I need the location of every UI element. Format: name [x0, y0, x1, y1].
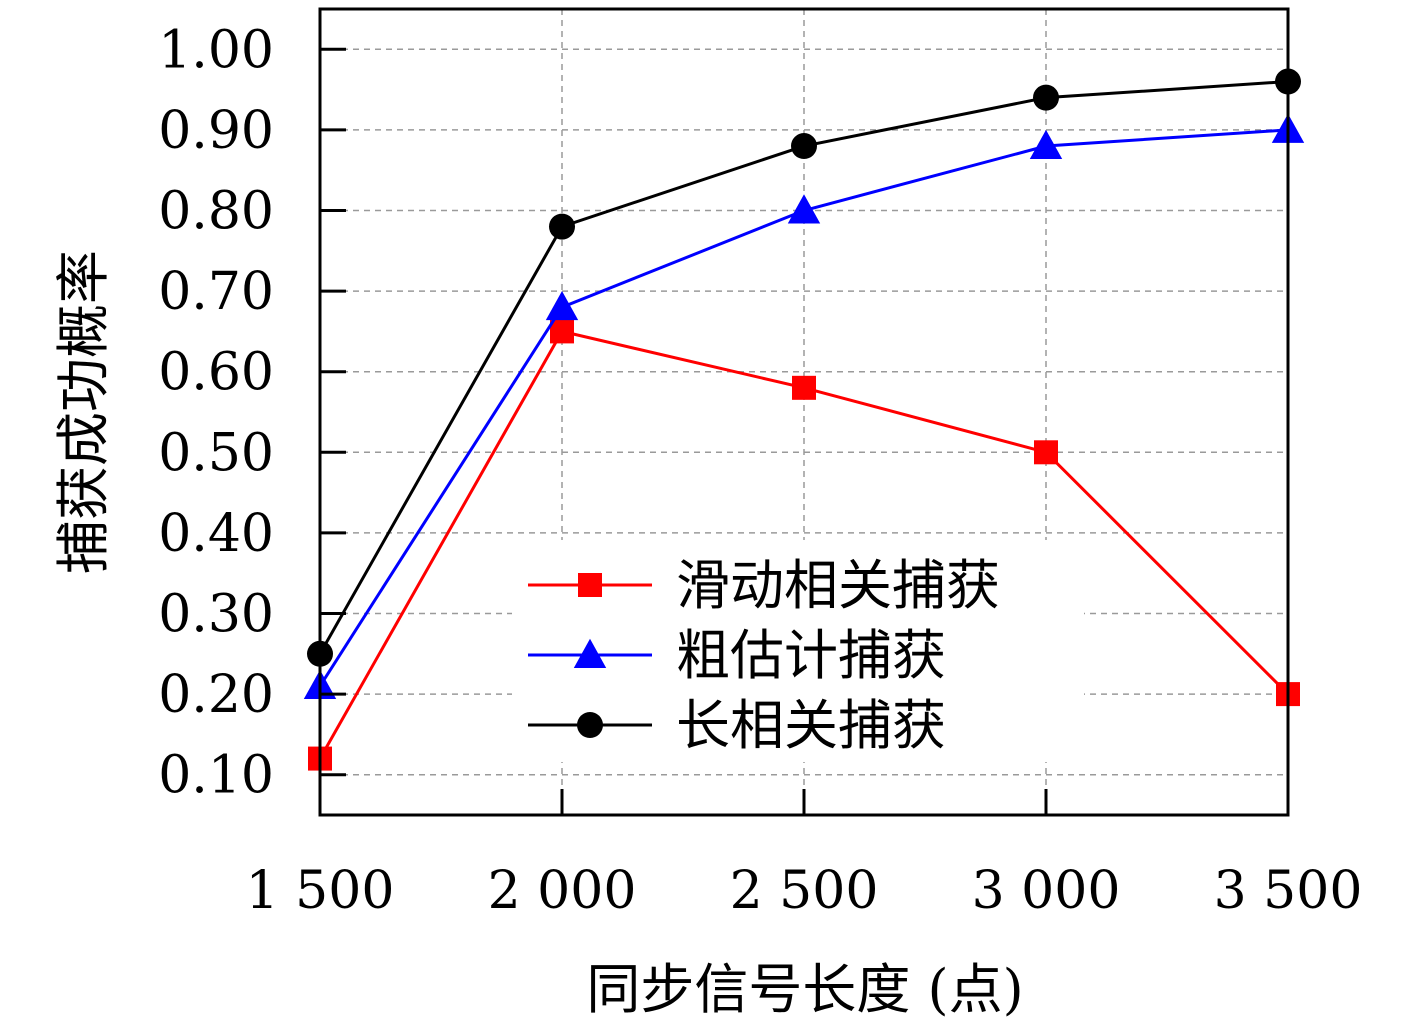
x-tick-label: 3 000	[972, 861, 1121, 921]
y-tick-label: 0.40	[158, 504, 274, 564]
square-marker	[1034, 440, 1058, 465]
x-tick-label: 1 500	[246, 861, 395, 921]
y-tick-label: 0.70	[158, 262, 274, 322]
y-tick-label: 0.20	[158, 665, 274, 725]
series	[303, 113, 1305, 699]
triangle-marker	[787, 194, 821, 224]
circle-marker	[577, 712, 603, 738]
square-marker	[578, 573, 602, 597]
x-axis-label: 同步信号长度 (点)	[586, 958, 1023, 1021]
triangle-marker	[573, 638, 607, 668]
ticks: 0.10 0.20 0.30 0.40 0.50 0.60 0.70 0.80 0.90 1.00…	[158, 20, 1362, 921]
y-tick-label: 0.60	[158, 343, 274, 403]
legend-label: 滑动相关捕获	[676, 554, 1000, 617]
legend-item: 长相关捕获	[528, 694, 946, 757]
circle-marker	[791, 133, 817, 160]
y-tick-label: 0.30	[158, 585, 274, 645]
legend-label: 粗估计捕获	[676, 624, 946, 687]
legend-label: 长相关捕获	[676, 694, 946, 757]
y-axis-label: 捕获成功概率	[52, 250, 115, 574]
x-tick-label: 2 000	[488, 861, 637, 921]
legend-item: 滑动相关捕获	[528, 554, 1000, 617]
legend-item: 粗估计捕获	[528, 624, 946, 687]
circle-marker	[549, 213, 575, 240]
y-tick-label: 1.00	[158, 20, 274, 80]
y-tick-label: 0.90	[158, 101, 274, 161]
x-tick-label: 3 500	[1214, 861, 1363, 921]
y-tick-label: 0.50	[158, 423, 274, 483]
series	[307, 68, 1301, 667]
triangle-marker	[545, 291, 579, 321]
circle-marker	[1033, 84, 1059, 111]
y-tick-label: 0.80	[158, 182, 274, 242]
y-tick-label: 0.10	[158, 746, 274, 806]
square-marker	[792, 375, 816, 400]
triangle-marker	[1029, 129, 1063, 159]
square-marker	[550, 319, 574, 344]
x-tick-label: 2 500	[730, 861, 879, 921]
